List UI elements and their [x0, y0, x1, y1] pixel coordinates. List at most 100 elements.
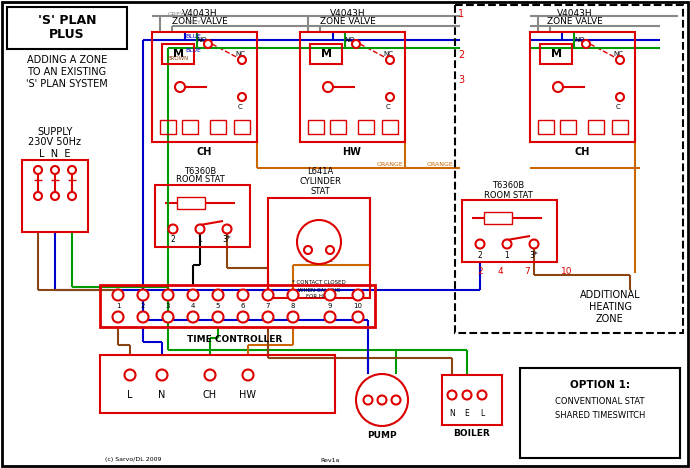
- Bar: [100, 285, 375, 327]
- Circle shape: [51, 192, 59, 200]
- Circle shape: [386, 93, 394, 101]
- Circle shape: [352, 40, 360, 48]
- Text: FOR HEAT: FOR HEAT: [306, 294, 333, 300]
- Text: 2: 2: [141, 303, 145, 309]
- Text: 7: 7: [266, 303, 270, 309]
- Text: TIME CONTROLLER: TIME CONTROLLER: [188, 336, 283, 344]
- Text: 3*: 3*: [530, 250, 538, 259]
- Text: WHEN CALLING: WHEN CALLING: [298, 287, 340, 292]
- Text: ZONE VALVE: ZONE VALVE: [547, 17, 603, 27]
- Text: 1*: 1*: [304, 257, 312, 263]
- Circle shape: [163, 312, 173, 322]
- Text: 1: 1: [504, 250, 509, 259]
- Circle shape: [188, 290, 199, 300]
- Text: V4043H: V4043H: [558, 8, 593, 17]
- Bar: [155, 185, 250, 247]
- Bar: [540, 44, 572, 64]
- Circle shape: [137, 312, 148, 322]
- Text: NC: NC: [613, 51, 623, 57]
- Text: PLUS: PLUS: [49, 28, 85, 41]
- Circle shape: [616, 56, 624, 64]
- Text: ORANGE: ORANGE: [426, 162, 453, 168]
- Bar: [152, 32, 257, 142]
- Text: V4043H: V4043H: [182, 8, 218, 17]
- Circle shape: [353, 312, 364, 322]
- Text: CH: CH: [574, 147, 590, 157]
- Circle shape: [475, 240, 484, 249]
- Circle shape: [168, 225, 177, 234]
- Bar: [538, 120, 554, 134]
- Bar: [308, 120, 324, 134]
- Text: NO: NO: [575, 37, 585, 43]
- Text: C: C: [615, 104, 620, 110]
- Text: ADDING A ZONE: ADDING A ZONE: [27, 55, 107, 65]
- Text: N: N: [365, 410, 371, 418]
- Text: 2: 2: [477, 250, 482, 259]
- Text: 2: 2: [458, 50, 464, 60]
- Bar: [530, 32, 635, 142]
- Bar: [330, 120, 346, 134]
- Bar: [358, 120, 374, 134]
- Circle shape: [364, 395, 373, 404]
- Circle shape: [188, 312, 199, 322]
- Text: C: C: [237, 104, 242, 110]
- Circle shape: [477, 390, 486, 400]
- Text: 4: 4: [191, 303, 195, 309]
- Circle shape: [297, 220, 341, 264]
- Text: GREY: GREY: [168, 12, 185, 16]
- Circle shape: [204, 40, 212, 48]
- Bar: [300, 32, 405, 142]
- Bar: [484, 212, 512, 224]
- Bar: [7, 7, 127, 49]
- Circle shape: [195, 225, 204, 234]
- Bar: [612, 120, 628, 134]
- Circle shape: [237, 312, 248, 322]
- Circle shape: [34, 166, 42, 174]
- Circle shape: [262, 290, 273, 300]
- Text: M: M: [551, 49, 562, 59]
- Text: ZONE VALVE: ZONE VALVE: [320, 17, 376, 27]
- Bar: [177, 197, 205, 209]
- Text: SHARED TIMESWITCH: SHARED TIMESWITCH: [555, 411, 645, 421]
- Bar: [234, 120, 250, 134]
- Text: 9: 9: [328, 303, 333, 309]
- Text: ROOM STAT: ROOM STAT: [176, 176, 224, 184]
- Bar: [310, 44, 342, 64]
- Circle shape: [288, 312, 299, 322]
- Bar: [162, 44, 194, 64]
- Bar: [520, 368, 680, 458]
- Text: 2: 2: [170, 235, 175, 244]
- Circle shape: [137, 290, 148, 300]
- Text: ROOM STAT: ROOM STAT: [484, 190, 533, 199]
- Circle shape: [238, 56, 246, 64]
- Text: ORANGE: ORANGE: [377, 162, 404, 168]
- Text: 10: 10: [353, 303, 362, 309]
- Text: CONVENTIONAL STAT: CONVENTIONAL STAT: [555, 397, 644, 407]
- Text: 3: 3: [166, 303, 170, 309]
- Circle shape: [502, 240, 511, 249]
- Text: NO: NO: [345, 37, 355, 43]
- Circle shape: [324, 312, 335, 322]
- Text: * CONTACT CLOSED: * CONTACT CLOSED: [292, 280, 346, 285]
- Bar: [455, 5, 683, 333]
- Text: BLUE: BLUE: [185, 47, 201, 52]
- Text: 'S' PLAN SYSTEM: 'S' PLAN SYSTEM: [26, 79, 108, 89]
- Text: E: E: [464, 409, 469, 417]
- Text: OPTION 1:: OPTION 1:: [570, 380, 630, 390]
- Bar: [22, 160, 88, 232]
- Text: 'S' PLAN: 'S' PLAN: [38, 14, 96, 27]
- Text: BLUE: BLUE: [185, 35, 201, 39]
- Text: SUPPLY: SUPPLY: [37, 127, 72, 137]
- Circle shape: [222, 225, 232, 234]
- Circle shape: [51, 166, 59, 174]
- Bar: [462, 200, 557, 262]
- Text: L: L: [394, 410, 398, 418]
- Text: M: M: [172, 49, 184, 59]
- Circle shape: [356, 374, 408, 426]
- Circle shape: [157, 370, 168, 380]
- Circle shape: [326, 246, 334, 254]
- Text: ZONE: ZONE: [596, 314, 624, 324]
- Text: HEATING: HEATING: [589, 302, 631, 312]
- Text: 4: 4: [497, 268, 503, 277]
- Text: 1: 1: [458, 9, 464, 19]
